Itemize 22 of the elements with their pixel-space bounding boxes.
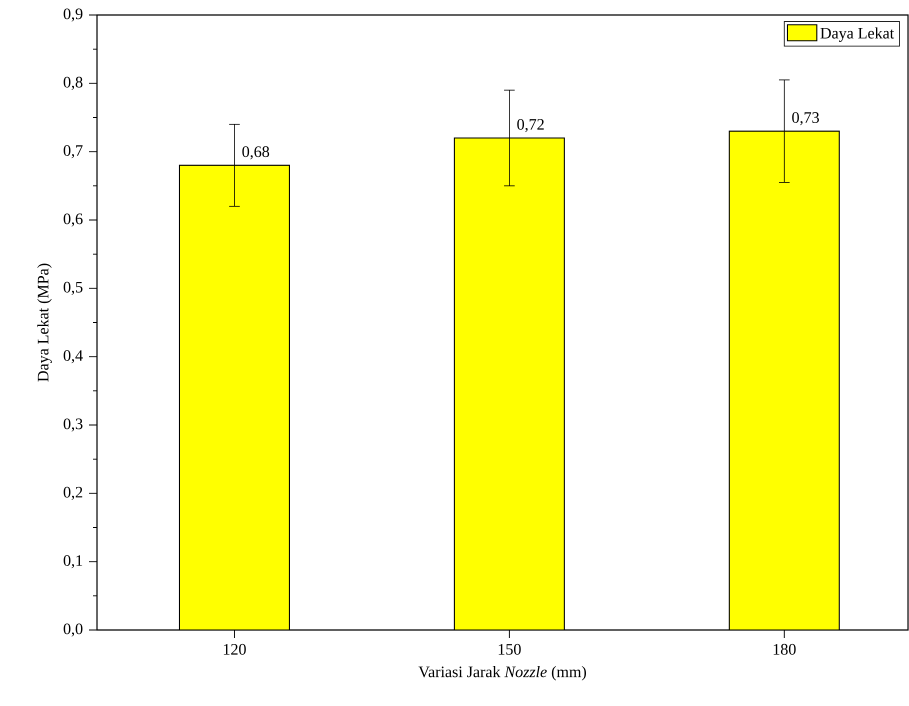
y-tick-label: 0,6 bbox=[64, 213, 83, 227]
y-tick-label: 0,8 bbox=[64, 76, 82, 90]
y-tick-label: 0,7 bbox=[64, 145, 83, 158]
x-tick-label: 120 bbox=[224, 644, 246, 655]
data-label: 0,68 bbox=[242, 146, 270, 160]
data-label: 0,73 bbox=[792, 112, 819, 126]
y-tick-label: 0,2 bbox=[64, 486, 82, 500]
x-tick-label: 180 bbox=[774, 644, 796, 655]
bar bbox=[178, 164, 290, 630]
x-tick-label: 150 bbox=[498, 644, 521, 655]
bar bbox=[454, 137, 565, 630]
data-label: 0,72 bbox=[517, 118, 544, 132]
x-axis-title: Variasi Jarak Nozzle (mm) bbox=[418, 666, 586, 681]
y-tick-label: 0,0 bbox=[64, 623, 82, 637]
y-tick-label: 0,5 bbox=[64, 282, 82, 295]
bar bbox=[728, 130, 840, 630]
y-tick-label: 0,4 bbox=[64, 350, 83, 364]
y-tick-label: 0,1 bbox=[64, 555, 82, 568]
y-axis-title: Daya Lekat (MPa) bbox=[37, 264, 52, 382]
y-tick-label: 0,3 bbox=[64, 418, 82, 432]
legend-label: Daya Lekat bbox=[820, 27, 894, 42]
y-tick-label: 0,9 bbox=[64, 8, 82, 22]
